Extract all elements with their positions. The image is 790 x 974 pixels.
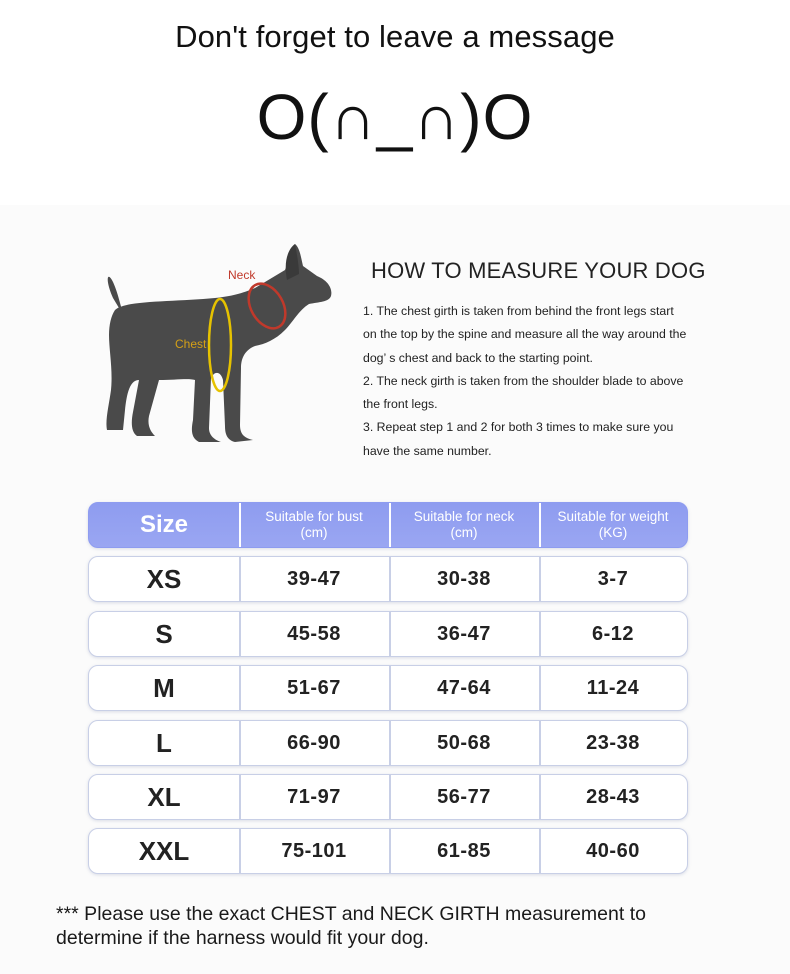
header-bust: Suitable for bust (cm) xyxy=(239,503,389,547)
bust-cell: 71-97 xyxy=(287,785,341,808)
table-header-row: Size Suitable for bust (cm) Suitable for… xyxy=(88,502,688,548)
header-size-label: Size xyxy=(139,511,189,538)
table-row: XL 71-97 56-77 28-43 xyxy=(88,774,688,820)
headline: Don't forget to leave a message xyxy=(175,19,615,54)
neck-cell: 30-38 xyxy=(437,567,491,590)
table-row: S 45-58 36-47 6-12 xyxy=(88,611,688,657)
instruction-line: have the same number. xyxy=(363,443,492,458)
instruction-line: on the top by the spine and measure all … xyxy=(363,327,687,342)
neck-cell: 36-47 xyxy=(437,622,491,645)
neck-cell: 47-64 xyxy=(437,676,491,699)
instruction-line: 3. Repeat step 1 and 2 for both 3 times … xyxy=(363,420,674,435)
weight-cell: 40-60 xyxy=(586,839,640,862)
dog-diagram xyxy=(95,240,345,455)
weight-cell: 11-24 xyxy=(586,676,640,699)
instruction-line: 1. The chest girth is taken from behind … xyxy=(363,304,674,318)
table-row: L 66-90 50-68 23-38 xyxy=(88,720,688,766)
table-row: M 51-67 47-64 11-24 xyxy=(88,665,688,711)
bust-cell: 66-90 xyxy=(287,731,341,754)
header-weight-unit: (KG) xyxy=(598,525,628,540)
footer-note-line1: *** Please use the exact CHEST and NECK … xyxy=(56,903,646,925)
bust-cell: 51-67 xyxy=(287,676,341,699)
instruction-line: dog’ s chest and back to the starting po… xyxy=(363,350,593,365)
bust-cell: 75-101 xyxy=(281,839,347,862)
weight-cell: 6-12 xyxy=(591,622,635,645)
top-banner: Don't forget to leave a message O(∩_∩)O xyxy=(0,0,790,200)
header-bust-unit: (cm) xyxy=(300,525,328,540)
bust-cell: 45-58 xyxy=(287,622,341,645)
footer-note: *** Please use the exact CHEST and NECK … xyxy=(56,902,756,950)
weight-cell: 23-38 xyxy=(586,731,640,754)
size-cell: XXL xyxy=(138,835,190,866)
dog-silhouette-icon xyxy=(106,244,332,442)
chest-label: Chest xyxy=(175,337,207,351)
table-row: XS 39-47 30-38 3-7 xyxy=(88,556,688,602)
size-cell: XS xyxy=(146,563,182,594)
emoticon: O(∩_∩)O xyxy=(256,81,534,153)
measure-instructions: 1. The chest girth is taken from behind … xyxy=(363,300,753,463)
instruction-line: the front legs. xyxy=(363,397,438,412)
footer-note-line2: determine if the harness would fit your … xyxy=(56,927,429,949)
neck-cell: 50-68 xyxy=(437,731,491,754)
neck-cell: 56-77 xyxy=(437,785,491,808)
neck-cell: 61-85 xyxy=(437,839,491,862)
size-cell: L xyxy=(156,727,172,758)
header-neck-unit: (cm) xyxy=(450,525,478,540)
header-neck-label: Suitable for neck xyxy=(413,509,515,524)
measure-title: HOW TO MEASURE YOUR DOG xyxy=(371,258,706,283)
header-weight-label: Suitable for weight xyxy=(557,509,669,524)
weight-cell: 28-43 xyxy=(586,785,640,808)
weight-cell: 3-7 xyxy=(597,567,629,590)
size-cell: XL xyxy=(147,781,181,812)
table-row: XXL 75-101 61-85 40-60 xyxy=(88,828,688,874)
bust-cell: 39-47 xyxy=(287,567,341,590)
header-weight: Suitable for weight (KG) xyxy=(539,503,687,547)
header-bust-label: Suitable for bust xyxy=(265,509,363,524)
header-size: Size xyxy=(89,503,239,547)
size-cell: M xyxy=(153,672,175,703)
neck-label: Neck xyxy=(228,268,256,282)
header-neck: Suitable for neck (cm) xyxy=(389,503,539,547)
instruction-line: 2. The neck girth is taken from the shou… xyxy=(363,373,684,388)
size-cell: S xyxy=(155,618,173,649)
